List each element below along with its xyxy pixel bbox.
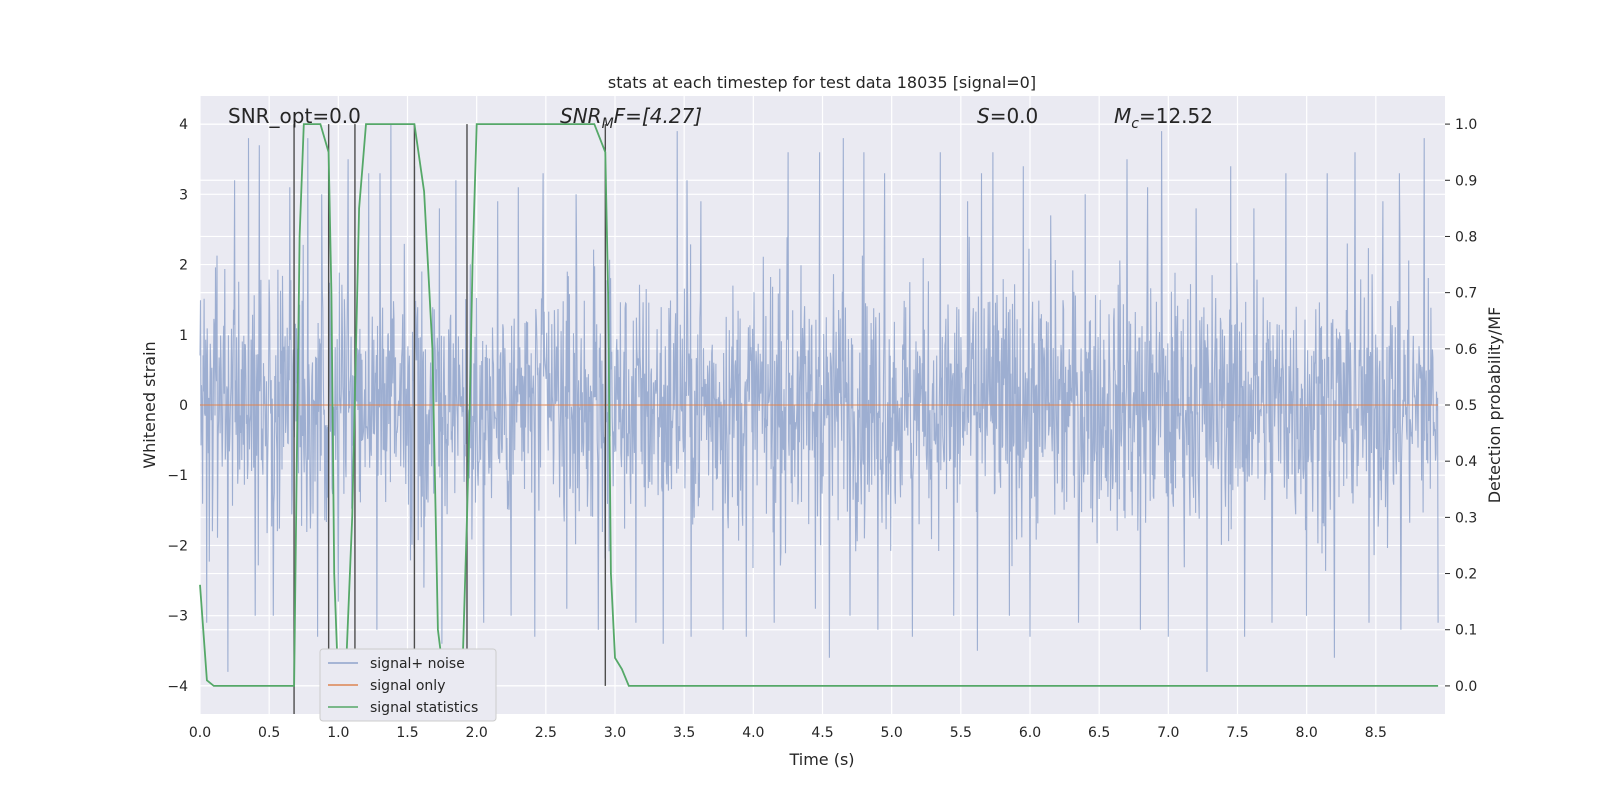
s-value: =0.0 (990, 104, 1039, 128)
y-left-tick-label: 3 (179, 187, 188, 203)
x-tick-label: 7.0 (1157, 725, 1179, 741)
legend-box (319, 648, 497, 722)
y-right-tick-label: 0.6 (1455, 342, 1477, 358)
y-right-tick-label: 0.4 (1455, 454, 1477, 470)
y-right-tick-label: 0.7 (1455, 286, 1477, 302)
y-left-tick-label: −2 (167, 538, 188, 554)
y-left-tick-label: −4 (167, 679, 188, 695)
snr-mf-base: SNR (560, 104, 602, 128)
x-tick-label: 4.5 (811, 725, 833, 741)
mc-symbol: M (1114, 104, 1131, 128)
legend: signal+ noise signal only signal statist… (319, 648, 497, 722)
x-tick-label: 1.5 (396, 725, 418, 741)
signal-statistics-line (199, 123, 1439, 687)
mc-value: =12.52 (1139, 104, 1213, 128)
y-left-tick-label: −1 (167, 468, 188, 484)
s-annotation: S=0.0 (977, 104, 1038, 128)
x-tick-label: 3.0 (604, 725, 626, 741)
y-right-axis-label: Detection probability/MF (1485, 307, 1504, 504)
x-tick-label: 8.0 (1296, 725, 1318, 741)
y-left-tick-label: 0 (179, 398, 188, 414)
y-left-tick-group: −4 −3 −2 −1 0 1 2 3 4 (167, 117, 188, 695)
chart-title: stats at each timestep for test data 180… (608, 73, 1036, 92)
y-left-axis-label: Whitened strain (140, 341, 159, 468)
y-right-tick-label: 1.0 (1455, 117, 1477, 133)
x-tick-label: 0.0 (189, 725, 211, 741)
snr-opt-annotation: SNR_opt=0.0 (228, 104, 361, 128)
x-tick-label: 3.5 (673, 725, 695, 741)
legend-label-signal-only: signal only (370, 678, 445, 694)
x-tick-group: 0.0 0.5 1.0 1.5 2.0 2.5 3.0 3.5 4.0 4.5 5.0 5.5 6.0 6… (189, 725, 1387, 741)
x-tick-label: 5.0 (881, 725, 903, 741)
x-tick-label: 2.5 (535, 725, 557, 741)
y-right-tick-label: 0.1 (1455, 623, 1477, 639)
snr-mf-value: F=[4.27] (614, 104, 702, 128)
y-left-tick-label: 2 (179, 258, 188, 274)
statistics-group (199, 123, 1439, 687)
strain-trace-group (199, 124, 1439, 672)
y-right-tick-group: 0.0 0.1 0.2 0.3 0.4 0.5 0.6 0.7 0.8 0.9 1.0 (1445, 117, 1477, 695)
x-tick-label: 6.5 (1088, 725, 1110, 741)
y-right-tick-label: 0.8 (1455, 229, 1477, 245)
mc-annotation: Mc=12.52 (1114, 104, 1213, 132)
x-tick-label: 0.5 (258, 725, 280, 741)
signal-noise-line (199, 124, 1439, 672)
x-tick-label: 2.0 (466, 725, 488, 741)
legend-label-signal-noise: signal+ noise (370, 656, 465, 672)
snr-mf-subscript: M (602, 116, 614, 132)
y-left-tick-label: −3 (167, 609, 188, 625)
y-right-tick-label: 0.2 (1455, 567, 1477, 583)
y-right-tick-label: 0.0 (1455, 679, 1477, 695)
x-tick-label: 8.5 (1365, 725, 1387, 741)
s-symbol: S (977, 104, 990, 128)
y-right-tick-label: 0.9 (1455, 173, 1477, 189)
mc-subscript: c (1131, 116, 1139, 132)
snr-mf-f: F=[4.27] (614, 104, 702, 128)
y-left-tick-label: 1 (179, 328, 188, 344)
y-right-tick-label: 0.3 (1455, 510, 1477, 526)
x-tick-label: 4.0 (742, 725, 764, 741)
x-tick-label: 1.0 (327, 725, 349, 741)
x-axis-label: Time (s) (788, 750, 854, 769)
vertical-marker-group (293, 124, 607, 714)
x-tick-label: 5.5 (950, 725, 972, 741)
y-right-tick-label: 0.5 (1455, 398, 1477, 414)
x-tick-label: 7.5 (1226, 725, 1248, 741)
y-left-tick-label: 4 (179, 117, 188, 133)
legend-label-signal-statistics: signal statistics (370, 700, 478, 716)
x-tick-label: 6.0 (1019, 725, 1041, 741)
snr-mf-annotation: SNRMF=[4.27] (560, 104, 702, 132)
